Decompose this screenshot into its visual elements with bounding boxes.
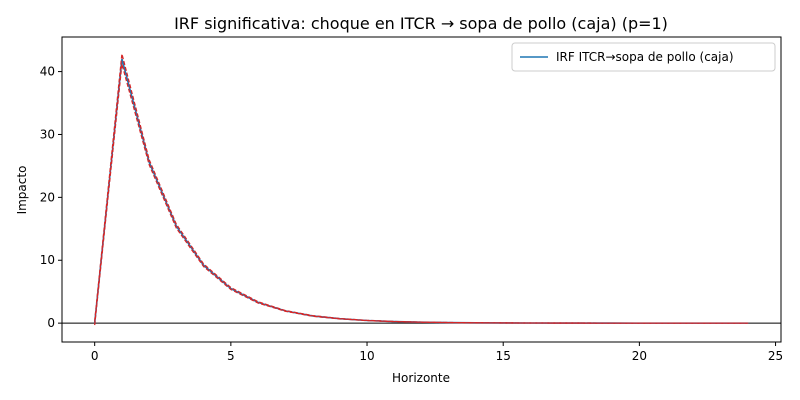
x-tick-label: 20	[632, 349, 647, 363]
x-axis: 0 5 10 15 20 25	[91, 342, 783, 363]
x-tick-label: 10	[359, 349, 374, 363]
legend-entry: IRF ITCR→sopa de pollo (caja)	[556, 50, 734, 64]
x-tick-label: 15	[496, 349, 511, 363]
legend-box	[511, 42, 776, 72]
y-tick-label: 30	[40, 127, 55, 141]
x-tick-label: 25	[768, 349, 783, 363]
x-axis-label: Horizonte	[392, 371, 450, 385]
plot-area	[61, 36, 782, 343]
y-tick-label: 40	[40, 65, 55, 79]
lower-band-line	[94, 63, 749, 326]
x-tick-label: 0	[91, 349, 99, 363]
chart-title: IRF significativa: choque en ITCR → sopa…	[174, 14, 668, 33]
y-tick-label: 20	[40, 190, 55, 204]
y-axis: 0 10 20 30 40	[40, 65, 62, 330]
y-tick-label: 0	[47, 316, 55, 330]
x-tick-label: 5	[227, 349, 235, 363]
legend: IRF ITCR→sopa de pollo (caja)	[511, 42, 776, 72]
irf-line	[93, 58, 749, 324]
y-tick-label: 10	[40, 253, 55, 267]
upper-band-line	[94, 53, 749, 324]
y-axis-label: Impacto	[15, 166, 29, 215]
